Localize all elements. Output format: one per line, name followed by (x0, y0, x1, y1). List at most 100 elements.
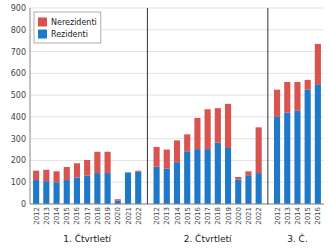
x-tick-label: 2022 (135, 207, 143, 225)
x-tick-label: 2012 (274, 207, 282, 225)
x-tick-label: 2016 (314, 206, 322, 224)
x-tick-label: 2020 (114, 207, 122, 225)
bar (194, 118, 200, 149)
y-tick-label: 600 (11, 69, 26, 78)
x-tick-label: 2015 (184, 207, 192, 225)
x-tick-label: 2013 (43, 207, 51, 225)
bar (84, 160, 90, 176)
bar (315, 84, 321, 204)
bar (125, 172, 131, 173)
bar (64, 180, 70, 204)
bar (315, 44, 321, 84)
bar (274, 117, 280, 204)
bar (215, 143, 221, 204)
bar (125, 172, 131, 204)
grid (30, 8, 324, 204)
grid-line (30, 8, 324, 9)
bar (84, 176, 90, 204)
x-tick-label: 2019 (225, 207, 233, 225)
series (33, 84, 321, 204)
x-tick-label: 2014 (174, 206, 182, 224)
x-tick-label: 2014 (53, 206, 61, 224)
x-tick-label: 2013 (284, 207, 292, 225)
bar (256, 127, 262, 173)
bar (184, 151, 190, 204)
y-tick-label: 500 (11, 91, 26, 100)
y-axis: 0100200300400500600700800900 (11, 4, 26, 209)
bar (174, 140, 180, 162)
x-tick-label: 2018 (94, 207, 102, 225)
legend-label: Nerezidenti (51, 18, 97, 27)
bar (235, 180, 241, 204)
legend-box (34, 12, 101, 43)
x-tick-label: 2015 (304, 207, 312, 225)
bar (74, 177, 80, 204)
bar (284, 82, 290, 112)
bar (235, 177, 241, 180)
x-tick-label: 2017 (204, 207, 212, 225)
bar (135, 172, 141, 204)
x-tick-label: 2018 (214, 207, 222, 225)
group-separator (267, 8, 268, 204)
bar (294, 110, 300, 204)
bar (245, 175, 251, 204)
x-tick-label: 2012 (153, 207, 161, 225)
legend-swatch (38, 30, 47, 39)
bar (164, 169, 170, 204)
x-tick-label: 2021 (125, 207, 133, 225)
bar (284, 113, 290, 204)
bar (43, 170, 49, 181)
series (33, 44, 321, 201)
bar (225, 148, 231, 204)
bar (135, 171, 141, 172)
x-tick-label: 2016 (73, 206, 81, 224)
y-tick-label: 700 (11, 48, 26, 57)
x-tick-label: 2012 (33, 207, 41, 225)
bar (105, 152, 111, 173)
bar (225, 104, 231, 148)
group-label: 3. Č. (287, 233, 308, 244)
bar (174, 162, 180, 204)
bar (74, 163, 80, 177)
bar (215, 108, 221, 142)
x-tick-label: 2016 (194, 206, 202, 224)
y-tick-label: 200 (11, 156, 26, 165)
bar (105, 173, 111, 204)
bar (194, 149, 200, 204)
bar (205, 149, 211, 204)
group-label: 2. Čtvrtletí (184, 233, 232, 244)
x-tick-label: 2020 (235, 207, 243, 225)
x-tick-label: 2014 (294, 206, 302, 224)
bar (274, 90, 280, 117)
grid-line (30, 51, 324, 52)
x-tick-label: 2017 (84, 207, 92, 225)
y-axis-line (30, 8, 31, 204)
bar (33, 180, 39, 204)
bar (305, 90, 311, 204)
bar (53, 171, 59, 182)
x-axis: 2012201320142015201620172018201920202021… (33, 206, 323, 224)
chart: 0100200300400500600700800900201220132014… (0, 0, 330, 248)
group-label: 1. Čtvrtletí (63, 233, 111, 244)
y-tick-label: 900 (11, 4, 26, 13)
x-tick-label: 2021 (245, 207, 253, 225)
bar (115, 199, 121, 201)
bar (164, 150, 170, 169)
group-separator (147, 8, 148, 204)
grid-line (30, 204, 324, 205)
bar (245, 171, 251, 175)
bar (154, 167, 160, 204)
bar (184, 134, 190, 151)
bar (64, 167, 70, 180)
legend-label: Rezidenti (51, 30, 88, 39)
x-axis-line (30, 204, 324, 205)
bar (33, 171, 39, 180)
x-tick-label: 2022 (255, 207, 263, 225)
chart-container: 0100200300400500600700800900201220132014… (0, 0, 330, 248)
bar (294, 82, 300, 110)
bar (53, 182, 59, 204)
bar (94, 173, 100, 204)
bar (256, 173, 262, 204)
y-tick-label: 800 (11, 26, 26, 35)
legend-swatch (38, 18, 47, 27)
